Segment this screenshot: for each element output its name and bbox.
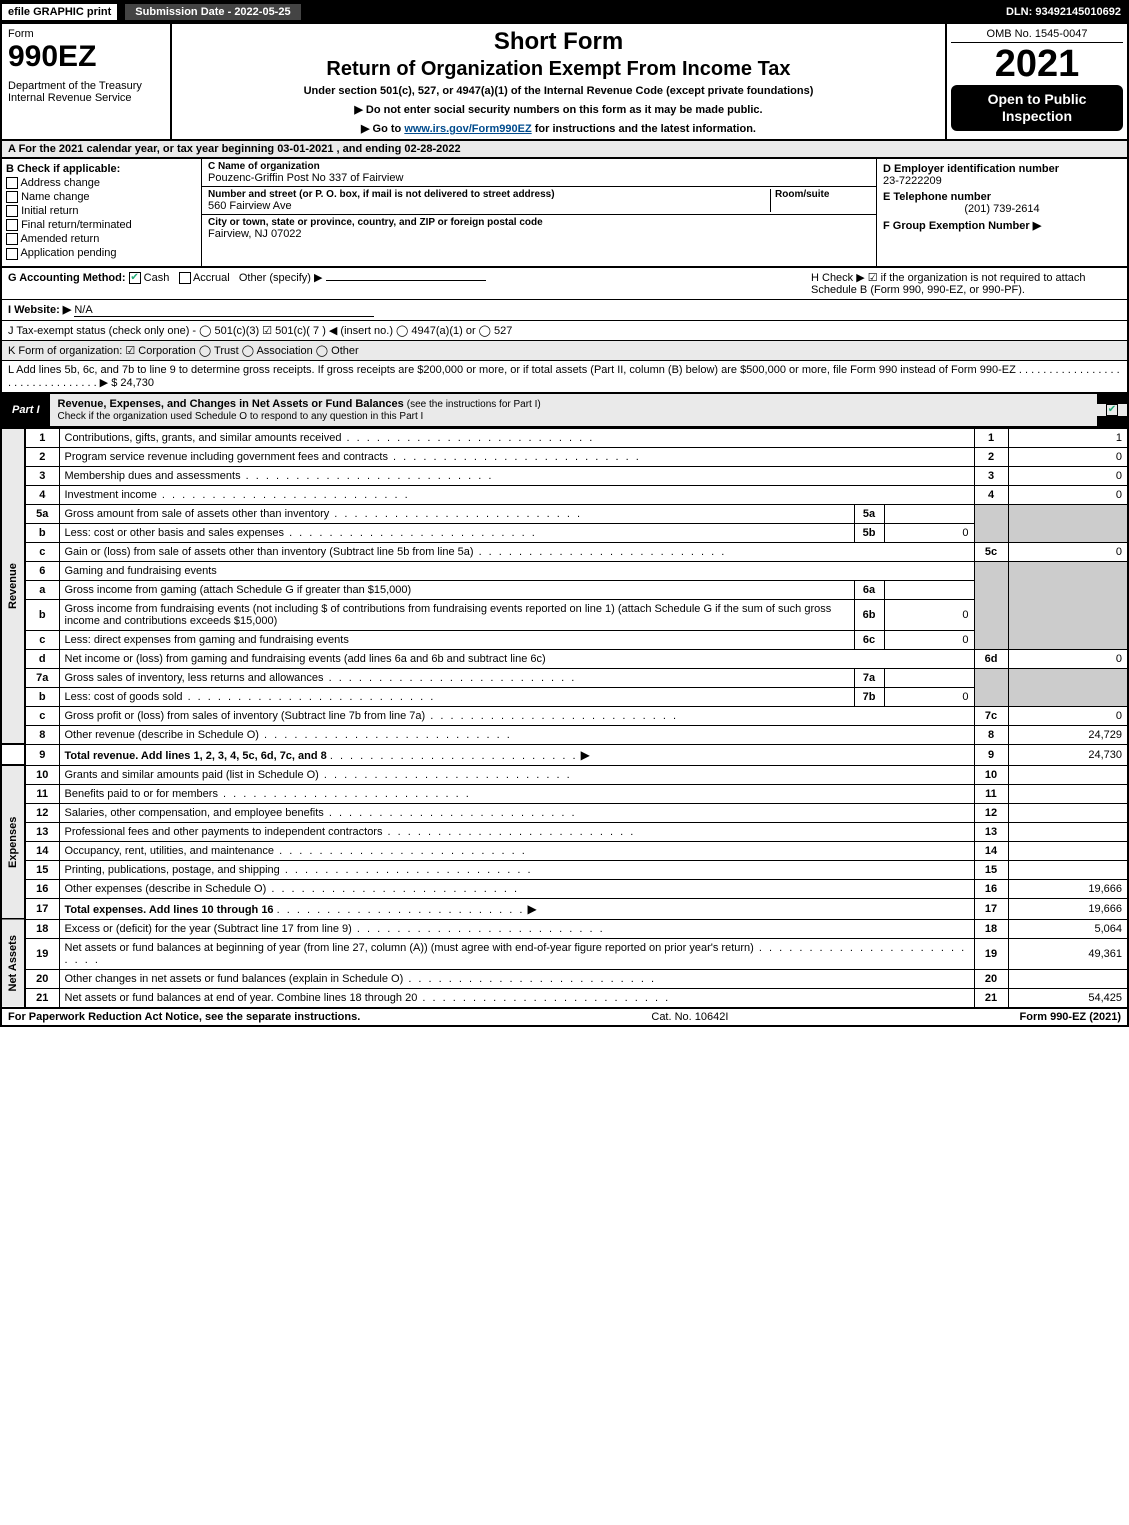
meta-rows: G Accounting Method: Cash Accrual Other … — [0, 268, 1129, 394]
title-return: Return of Organization Exempt From Incom… — [176, 58, 941, 81]
form-number: 990EZ — [8, 40, 164, 74]
part1-table: Revenue 1 Contributions, gifts, grants, … — [0, 428, 1129, 1009]
row-i: I Website: ▶ N/A — [2, 300, 1127, 321]
org-name-cell: C Name of organization Pouzenc-Griffin P… — [202, 159, 876, 187]
form-header: Form 990EZ Department of the Treasury In… — [0, 24, 1129, 141]
part1-tab: Part I — [2, 400, 50, 420]
website-value: N/A — [74, 304, 374, 317]
irs-link[interactable]: www.irs.gov/Form990EZ — [404, 123, 531, 135]
line8-value: 24,729 — [1008, 725, 1128, 744]
line5c-value: 0 — [1008, 542, 1128, 561]
part1-title: Revenue, Expenses, and Changes in Net As… — [50, 394, 1097, 426]
line7a-value — [884, 668, 974, 687]
side-expenses: Expenses — [1, 765, 25, 919]
row-h: H Check ▶ ☑ if the organization is not r… — [801, 271, 1121, 296]
chk-cash[interactable] — [129, 272, 141, 284]
dept-label: Department of the Treasury Internal Reve… — [8, 80, 164, 104]
footer-cat-no: Cat. No. 10642I — [360, 1011, 1019, 1023]
subtitle: Under section 501(c), 527, or 4947(a)(1)… — [176, 85, 941, 97]
line20-value — [1008, 969, 1128, 988]
line19-value: 49,361 — [1008, 938, 1128, 969]
col-d: D Employer identification number 23-7222… — [877, 159, 1127, 266]
col-b-header: B Check if applicable: — [6, 163, 197, 175]
chk-address-change[interactable]: Address change — [6, 177, 197, 189]
line6d-value: 0 — [1008, 649, 1128, 668]
org-name: Pouzenc-Griffin Post No 337 of Fairview — [208, 172, 870, 184]
line6b-value: 0 — [884, 599, 974, 630]
line9-value: 24,730 — [1008, 744, 1128, 765]
line6a-value — [884, 580, 974, 599]
line12-value — [1008, 803, 1128, 822]
group-exemption: F Group Exemption Number ▶ — [883, 219, 1121, 232]
submission-date: Submission Date - 2022-05-25 — [123, 2, 302, 22]
omb-number: OMB No. 1545-0047 — [951, 28, 1123, 43]
row-a-tax-year: A For the 2021 calendar year, or tax yea… — [0, 141, 1129, 159]
open-inspection-badge: Open to Public Inspection — [951, 85, 1123, 131]
street-cell: Number and street (or P. O. box, if mail… — [202, 187, 876, 215]
header-right: OMB No. 1545-0047 2021 Open to Public In… — [947, 24, 1127, 139]
col-b: B Check if applicable: Address change Na… — [2, 159, 202, 266]
line16-value: 19,666 — [1008, 879, 1128, 898]
part1-schedule-o-check[interactable] — [1106, 404, 1118, 416]
line7b-value: 0 — [884, 687, 974, 706]
form-label: Form — [8, 28, 164, 40]
city: Fairview, NJ 07022 — [208, 228, 870, 240]
telephone: (201) 739-2614 — [883, 203, 1121, 215]
chk-final-return[interactable]: Final return/terminated — [6, 219, 197, 231]
line13-value — [1008, 822, 1128, 841]
efile-print-label[interactable]: efile GRAPHIC print — [0, 2, 119, 22]
line2-value: 0 — [1008, 447, 1128, 466]
col-c: C Name of organization Pouzenc-Griffin P… — [202, 159, 877, 266]
line15-value — [1008, 860, 1128, 879]
side-revenue: Revenue — [1, 428, 25, 744]
line1-value: 1 — [1008, 428, 1128, 447]
line7c-value: 0 — [1008, 706, 1128, 725]
note-link: ▶ Go to www.irs.gov/Form990EZ for instru… — [176, 122, 941, 135]
line18-value: 5,064 — [1008, 919, 1128, 938]
line10-value — [1008, 765, 1128, 784]
row-g-h: G Accounting Method: Cash Accrual Other … — [2, 268, 1127, 300]
line17-value: 19,666 — [1008, 898, 1128, 919]
line11-value — [1008, 784, 1128, 803]
row-k: K Form of organization: ☑ Corporation ◯ … — [2, 341, 1127, 361]
dln: DLN: 93492145010692 — [1006, 6, 1129, 18]
note-ssn: ▶ Do not enter social security numbers o… — [176, 103, 941, 116]
tax-year: 2021 — [951, 45, 1123, 83]
line4-value: 0 — [1008, 485, 1128, 504]
row-l: L Add lines 5b, 6c, and 7b to line 9 to … — [2, 361, 1127, 392]
chk-initial-return[interactable]: Initial return — [6, 205, 197, 217]
chk-accrual[interactable] — [179, 272, 191, 284]
part1-header: Part I Revenue, Expenses, and Changes in… — [0, 394, 1129, 428]
line5b-value: 0 — [884, 523, 974, 542]
city-cell: City or town, state or province, country… — [202, 215, 876, 242]
footer-left: For Paperwork Reduction Act Notice, see … — [8, 1011, 360, 1023]
line3-value: 0 — [1008, 466, 1128, 485]
page-footer: For Paperwork Reduction Act Notice, see … — [0, 1009, 1129, 1027]
side-net-assets: Net Assets — [1, 919, 25, 1008]
top-bar: efile GRAPHIC print Submission Date - 20… — [0, 0, 1129, 24]
info-block: B Check if applicable: Address change Na… — [0, 159, 1129, 268]
chk-name-change[interactable]: Name change — [6, 191, 197, 203]
header-mid: Short Form Return of Organization Exempt… — [172, 24, 947, 139]
chk-amended-return[interactable]: Amended return — [6, 233, 197, 245]
street: 560 Fairview Ave — [208, 200, 770, 212]
header-left: Form 990EZ Department of the Treasury In… — [2, 24, 172, 139]
footer-form-ref: Form 990-EZ (2021) — [1020, 1011, 1121, 1023]
row-j: J Tax-exempt status (check only one) - ◯… — [2, 321, 1127, 341]
line14-value — [1008, 841, 1128, 860]
chk-application-pending[interactable]: Application pending — [6, 247, 197, 259]
line6c-value: 0 — [884, 630, 974, 649]
line5a-value — [884, 504, 974, 523]
title-short-form: Short Form — [176, 28, 941, 56]
line21-value: 54,425 — [1008, 988, 1128, 1008]
ein: 23-7222209 — [883, 175, 1121, 187]
